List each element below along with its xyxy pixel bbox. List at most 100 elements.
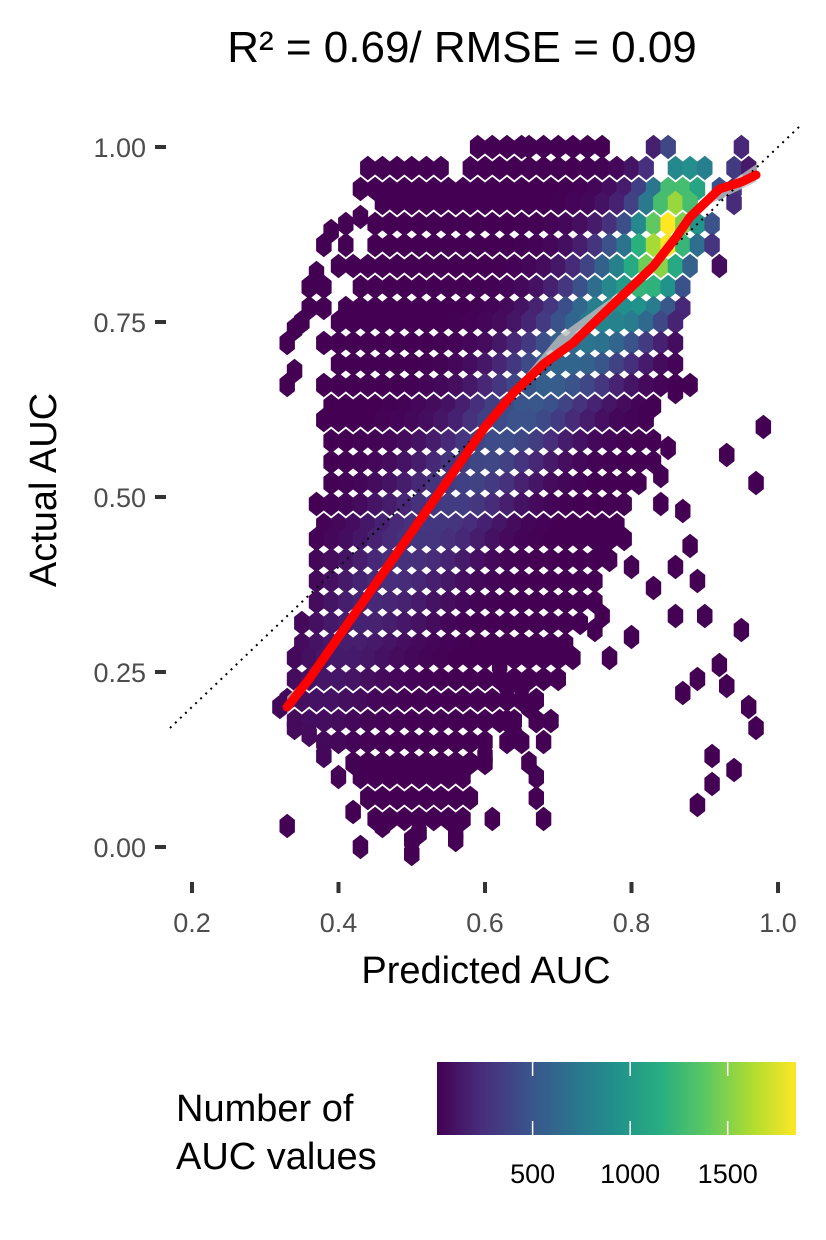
hex-cell	[462, 708, 479, 734]
hex-cell	[484, 470, 501, 496]
hex-cell	[660, 211, 676, 237]
hex-cell	[352, 834, 369, 860]
hex-cell	[579, 351, 596, 377]
hex-cell	[440, 428, 457, 454]
hex-cell	[330, 645, 347, 671]
hex-cell	[601, 428, 618, 454]
hex-cell	[528, 491, 544, 517]
hex-cell	[404, 372, 420, 398]
hex-cell	[469, 274, 486, 300]
hex-cell	[623, 554, 640, 580]
hex-cell	[316, 708, 332, 734]
hex-cell	[513, 589, 530, 615]
hex-cell	[499, 673, 515, 699]
hex-cell	[543, 449, 559, 475]
hex-cell	[418, 708, 435, 734]
y-axis-title: Actual AUC	[23, 393, 65, 587]
hex-cell	[477, 190, 493, 216]
hex-cell	[382, 491, 398, 517]
hex-cell	[316, 407, 332, 433]
hex-cell	[308, 526, 325, 552]
hex-cell	[323, 687, 339, 713]
hex-cell	[448, 309, 464, 335]
hex-cell	[418, 309, 435, 335]
hex-cell	[748, 715, 764, 741]
hex-cell	[528, 449, 544, 475]
hex-cell	[396, 764, 413, 790]
hex-cell	[557, 526, 574, 552]
hex-cell	[711, 652, 728, 678]
hex-cell	[389, 253, 405, 279]
hex-cell	[338, 428, 354, 454]
hex-cell	[448, 407, 464, 433]
hex-cell	[653, 491, 669, 517]
hex-cell	[448, 645, 464, 671]
hex-cell	[330, 729, 347, 755]
hex-cell	[499, 134, 515, 160]
hex-cell	[352, 274, 369, 300]
hex-cell	[367, 428, 383, 454]
hex-cell	[389, 729, 405, 755]
hex-cell	[557, 568, 574, 594]
hex-cell	[550, 155, 566, 181]
hex-cell	[499, 610, 515, 636]
hex-cell	[469, 491, 486, 517]
hex-cell	[338, 526, 354, 552]
hex-cell	[382, 232, 398, 258]
hex-cell	[543, 211, 559, 237]
hex-cell	[330, 372, 347, 398]
hex-cell	[404, 407, 420, 433]
hex-cell	[535, 407, 552, 433]
hex-cell	[477, 708, 493, 734]
hex-cell	[426, 449, 442, 475]
hex-cell	[433, 407, 449, 433]
hex-cell	[535, 253, 552, 279]
hex-cell	[484, 687, 501, 713]
hex-cell	[484, 428, 501, 454]
hex-cell	[667, 155, 684, 181]
hex-cell	[433, 666, 449, 692]
hex-cell	[565, 155, 581, 181]
hex-cell	[557, 211, 574, 237]
hex-cell	[711, 253, 728, 279]
hex-cell	[587, 449, 603, 475]
hex-cell	[367, 687, 383, 713]
hex-cell	[499, 491, 515, 517]
hex-cell	[572, 232, 588, 258]
hex-cell	[506, 645, 522, 671]
hex-cell	[308, 687, 325, 713]
hex-cell	[345, 309, 361, 335]
hex-cell	[521, 330, 537, 356]
hex-cell	[389, 666, 405, 692]
hex-cell	[360, 155, 376, 181]
hex-cell	[455, 470, 471, 496]
hex-cell	[499, 211, 515, 237]
hex-cell	[404, 155, 420, 181]
hex-cell	[411, 820, 427, 846]
hex-cell	[455, 568, 471, 594]
hex-cell	[455, 211, 471, 237]
hex-cell	[528, 610, 544, 636]
hex-cell	[404, 841, 420, 867]
hex-cell	[587, 568, 603, 594]
hex-cell	[535, 190, 552, 216]
hex-cell	[440, 232, 457, 258]
hex-cell	[455, 547, 471, 573]
hex-cell	[448, 253, 464, 279]
hex-cell	[367, 610, 383, 636]
hex-cell	[308, 568, 325, 594]
hex-cell	[404, 708, 420, 734]
hex-cell	[455, 232, 471, 258]
hex-cell	[462, 785, 479, 811]
hex-cell	[469, 687, 486, 713]
hex-cell	[521, 253, 537, 279]
hex-cell	[521, 309, 537, 335]
hex-cell	[572, 610, 588, 636]
hex-cell	[748, 470, 764, 496]
colorbar	[437, 1062, 796, 1135]
y-axis: 0.00 0.25 0.50 0.75 1.00	[93, 133, 166, 863]
hex-cell	[418, 253, 435, 279]
hex-cell	[631, 449, 647, 475]
hex-cell	[594, 155, 610, 181]
